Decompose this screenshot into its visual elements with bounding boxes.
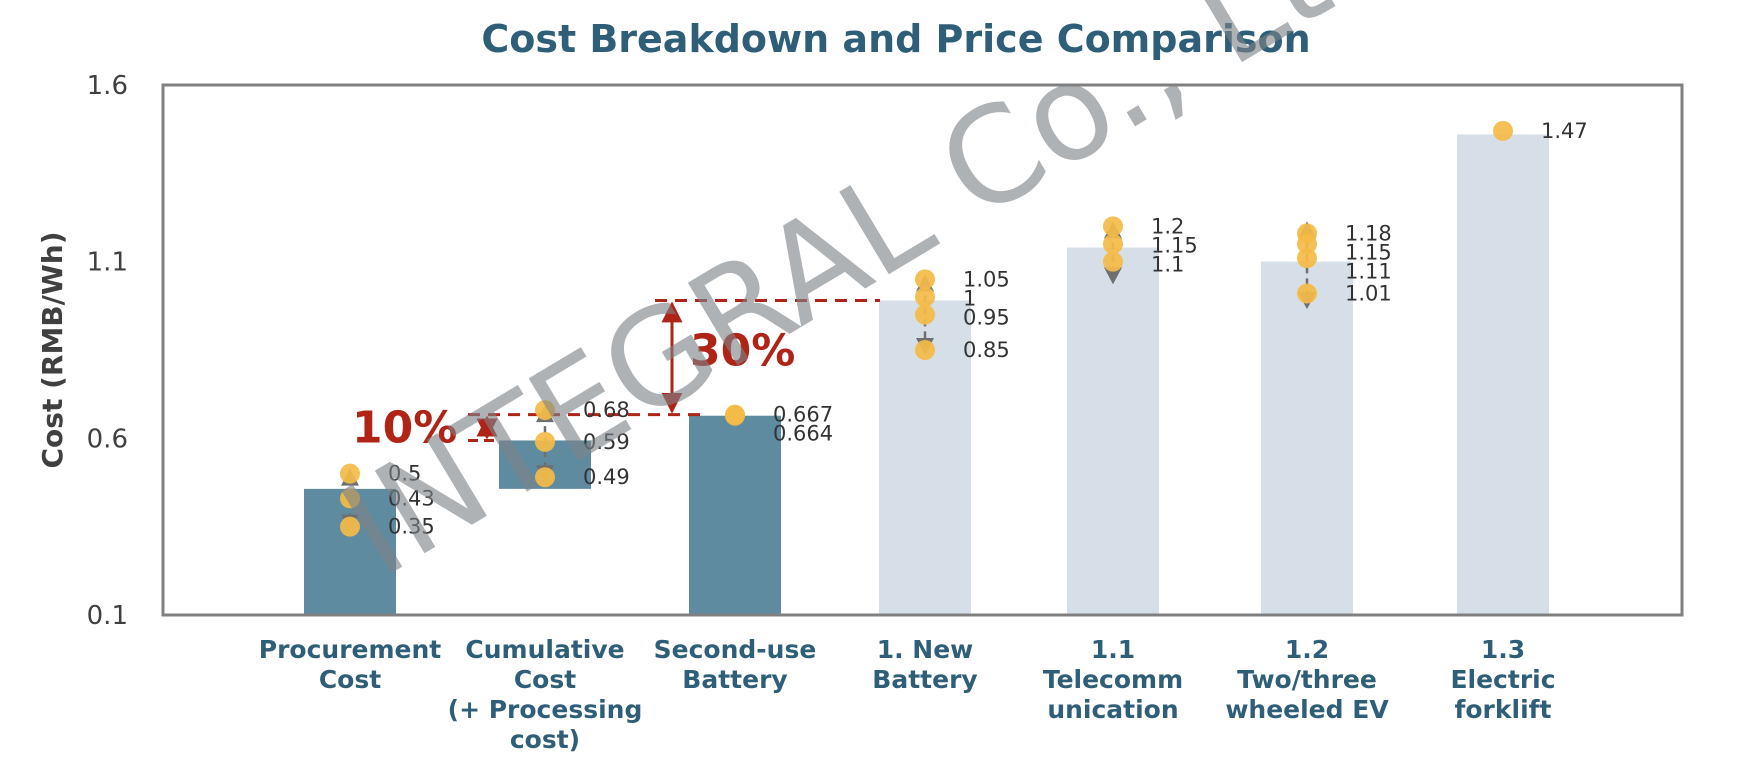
x-category-label-line: 1. New [877,635,974,664]
y-tick-label: 1.6 [87,71,128,101]
annotation-label: 30% [690,326,795,377]
data-point [1103,251,1123,272]
data-label: 1.05 [963,267,1010,291]
data-label: 1.15 [1151,233,1198,257]
x-category-label-line: 1.3 [1481,635,1525,664]
chart-title: Cost Breakdown and Price Comparison [481,17,1310,61]
x-category-label: 1.3 Electric forklift [1450,635,1555,724]
data-point [1297,283,1317,304]
x-category-label-line: cost) [510,725,580,754]
y-tick-label: 1.1 [87,248,128,278]
data-label: 1 [963,286,976,310]
y-tick-label: 0.1 [87,601,128,631]
bar [304,488,396,615]
bar [689,415,781,615]
x-category-label-line: unication [1047,695,1178,724]
x-category-label-line: Two/three [1237,665,1377,694]
data-label: 0.5 [388,462,421,486]
bar [1261,261,1353,615]
data-label: 0.35 [388,515,435,539]
x-category-label-line: 1.2 [1285,635,1329,664]
data-label: 1.11 [1345,259,1392,283]
y-tick-label: 0.6 [87,424,128,454]
x-category-label-line: Electric [1450,665,1555,694]
annotation-label: 10% [352,403,457,454]
data-point [535,400,555,421]
x-category-label-line: Telecomm [1043,665,1183,694]
data-label: 1.1 [1151,252,1184,276]
x-category-label-line: Battery [682,665,787,694]
data-point [915,269,935,290]
data-label: 1.15 [1345,240,1392,264]
data-label: 1.18 [1345,221,1392,245]
x-category-label-line: Second-use [654,635,817,664]
data-label: 1.47 [1541,119,1588,143]
data-label: 0.49 [583,465,630,489]
x-category-label-line: (+ Processing [448,695,643,724]
x-category-label-line: Cumulative [465,635,624,664]
data-point [1297,248,1317,269]
bar [1067,247,1159,616]
data-label: 0.85 [963,338,1010,362]
data-label: 1.01 [1345,281,1392,305]
bars-layer [304,134,1549,616]
x-category-label: Procurement Cost [259,635,442,694]
data-label: 1.2 [1151,214,1184,238]
data-point [915,304,935,325]
x-category-label-line: wheeled EV [1225,695,1389,724]
annotation-layer: 10% 30% [352,299,880,454]
data-point [340,488,360,509]
plot-frame [161,83,1684,617]
data-label: 0.59 [583,430,630,454]
data-point [340,516,360,537]
bar [1457,134,1549,615]
data-point [1297,234,1317,254]
data-point [725,405,745,426]
x-category-label-line: Cost [319,665,381,694]
x-category-label-line: Cost [514,665,576,694]
x-category-label: 1. New Battery [872,635,977,694]
data-point [915,287,935,307]
x-category-label-line: forklift [1455,695,1552,724]
data-point [1103,234,1123,254]
data-point [535,467,555,488]
y-axis-label: Cost (RMB/Wh) [36,232,69,469]
data-label: 0.667 [773,403,833,427]
x-category-label-line: Battery [872,665,977,694]
data-point [1103,216,1123,237]
watermark: INTEGRAL Co., Ltd [317,0,1426,607]
data-label: 0.95 [963,305,1010,329]
y-axis: 0.1 0.6 1.1 1.6 [87,71,128,631]
data-point [915,340,935,360]
markers-layer: 0.50.430.350.680.590.490.6670.6641.0510.… [340,119,1588,539]
x-category-label: Second-use Battery [654,635,817,694]
x-category-label: 1.1 Telecomm unication [1043,635,1183,724]
x-category-label-line: 1.1 [1091,635,1135,664]
x-category-label: 1.2 Two/three wheeled EV [1225,635,1389,724]
range-down-arrow [1104,267,1122,285]
data-label: 0.664 [773,422,833,446]
data-label: 0.43 [388,486,435,510]
data-label: 0.68 [583,398,630,422]
data-point [1493,120,1513,141]
data-point [535,431,555,452]
x-category-label: Cumulative Cost (+ Processing cost) [448,635,643,754]
x-category-label-line: Procurement [259,635,442,664]
data-point [340,463,360,484]
